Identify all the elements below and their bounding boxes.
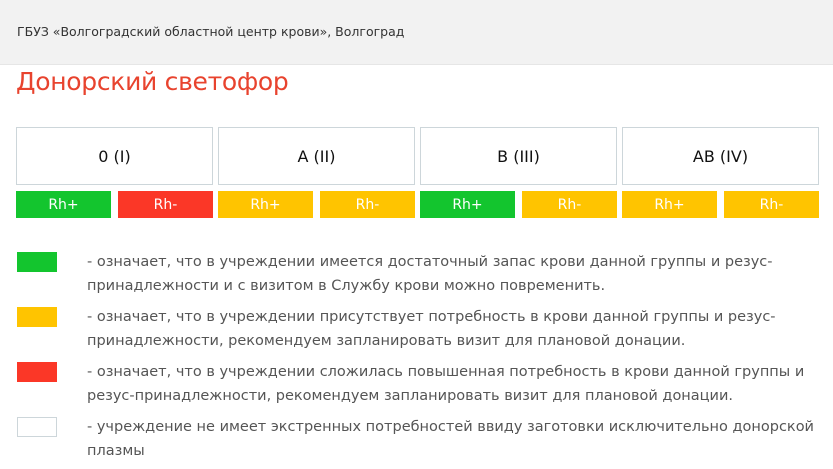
- legend-text: - означает, что в учреждении присутствуе…: [87, 309, 776, 349]
- rh-indicator-yellow: Rh+: [622, 191, 717, 218]
- rh-indicator-yellow: Rh-: [724, 191, 819, 218]
- legend-swatch-red: [17, 362, 57, 382]
- legend-swatch-green: [17, 252, 57, 272]
- blood-group-3: AB (IV): [622, 127, 819, 185]
- blood-group-1: A (II): [218, 127, 415, 185]
- rh-indicator-green: Rh+: [420, 191, 515, 218]
- rh-indicator-red: Rh-: [118, 191, 213, 218]
- legend-swatch-yellow: [17, 307, 57, 327]
- legend-text: - учреждение не имеет экстренных потребн…: [87, 419, 814, 459]
- rh-indicator-green: Rh+: [16, 191, 111, 218]
- page-title: Донорский светофор: [16, 67, 289, 96]
- blood-group-2: B (III): [420, 127, 617, 185]
- rh-indicator-yellow: Rh+: [218, 191, 313, 218]
- legend-swatch-white: [17, 417, 57, 437]
- org-name: ГБУЗ «Волгоградский областной центр кров…: [17, 24, 405, 39]
- blood-group-0: 0 (I): [16, 127, 213, 185]
- legend-text: - означает, что в учреждении имеется дос…: [87, 254, 773, 294]
- rh-indicator-yellow: Rh-: [522, 191, 617, 218]
- legend-text: - означает, что в учреждении сложилась п…: [87, 364, 805, 404]
- header-bar: ГБУЗ «Волгоградский областной центр кров…: [0, 0, 833, 65]
- rh-indicator-yellow: Rh-: [320, 191, 415, 218]
